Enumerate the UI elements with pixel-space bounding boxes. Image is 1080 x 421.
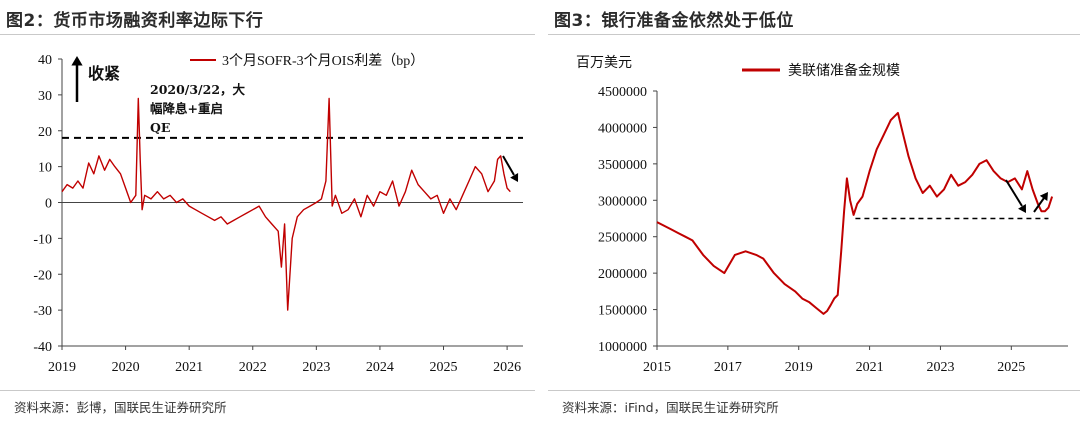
y-tick-label: -10: [33, 232, 52, 247]
series-line-sofr-ois: [61, 97, 511, 311]
y-tick-label: -20: [33, 268, 52, 283]
x-tick-label: 2024: [366, 360, 394, 375]
y-tick-label: 1500000: [598, 304, 647, 319]
down-arrow-shaft: [502, 155, 515, 176]
y-tick-label: 10: [38, 161, 52, 176]
event-annotation-line: 2020/3/22，大: [150, 82, 246, 97]
y-tick-label: -30: [33, 304, 52, 319]
x-tick-label: 2023: [302, 360, 330, 375]
x-tick-label: 2020: [112, 360, 140, 375]
left-source-rule: [0, 390, 535, 391]
event-annotation-line: QE: [150, 120, 170, 135]
event-annotation-line: 幅降息+重启: [150, 101, 223, 116]
y-tick-label: 4500000: [598, 85, 647, 100]
x-tick-label: 2021: [175, 360, 203, 375]
right-figure-title: 图3：银行准备金依然处于低位: [554, 11, 794, 31]
right-source-text: 资料来源：iFind，国联民生证券研究所: [562, 400, 779, 415]
x-tick-label: 2022: [239, 360, 267, 375]
y-tick-label: 1000000: [598, 340, 647, 355]
down-arrow-head: [1018, 204, 1026, 213]
right-source-rule: [548, 390, 1080, 391]
y-tick-label: 4000000: [598, 121, 647, 136]
legend-label: 美联储准备金规模: [788, 62, 900, 79]
x-tick-label: 2021: [856, 360, 884, 375]
fed-reserves-chart: 4500000 4000000 3500000 3000000 2500000 20000…: [576, 55, 1068, 375]
x-tick-label: 2026: [493, 360, 521, 375]
right-chart-panel: 图3：银行准备金依然处于低位 4500000 4000000 3500000 3000…: [548, 0, 1080, 421]
sofr-ois-chart: 40 30 20 10 0 -10 -20 -30 -40 2019 2020 2021 2022 202…: [33, 53, 523, 375]
y-tick-label: 40: [38, 53, 52, 68]
left-title-rule: [0, 34, 535, 35]
y-tick-label: 20: [38, 125, 52, 140]
y-tick-label: 30: [38, 89, 52, 104]
left-figure-title: 图2：货币市场融资利率边际下行: [6, 11, 264, 31]
up-arrow-head: [1039, 192, 1048, 201]
series-line-fed-reserves: [656, 111, 1054, 315]
x-tick-label: 2015: [643, 360, 671, 375]
x-tick-label: 2025: [997, 360, 1025, 375]
tightening-label: 收紧: [88, 64, 120, 83]
left-source-text: 资料来源：彭博，国联民生证券研究所: [14, 400, 227, 415]
tightening-arrow-head: [71, 56, 83, 66]
y-tick-label: 0: [45, 197, 52, 212]
legend-label: 3个月SOFR-3个月OIS利差（bp）: [222, 53, 424, 69]
up-arrow-shaft: [1033, 197, 1045, 213]
x-tick-label: 2019: [48, 360, 76, 375]
x-tick-label: 2023: [926, 360, 954, 375]
down-arrow-shaft: [1005, 179, 1023, 207]
x-tick-label: 2025: [430, 360, 458, 375]
y-tick-label: 2500000: [598, 231, 647, 246]
left-chart-panel: 图2：货币市场融资利率边际下行 40 30 20 10 0 -10 -20 -30 -40 201…: [0, 0, 535, 421]
down-arrow-head: [510, 173, 519, 182]
x-tick-label: 2017: [714, 360, 742, 375]
y-tick-label: 2000000: [598, 267, 647, 282]
right-title-rule: [548, 34, 1080, 35]
x-tick-label: 2019: [785, 360, 813, 375]
y-tick-label: -40: [33, 340, 52, 355]
y-axis-unit-label: 百万美元: [576, 55, 632, 71]
y-tick-label: 3000000: [598, 194, 647, 209]
y-tick-label: 3500000: [598, 158, 647, 173]
